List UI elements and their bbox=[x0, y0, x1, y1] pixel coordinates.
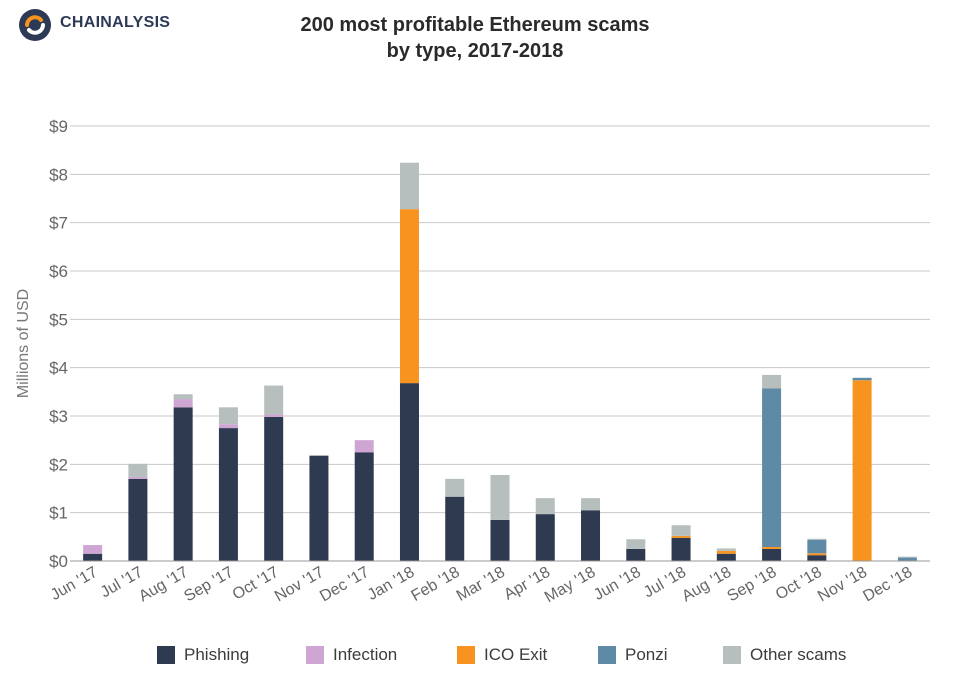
bar-segment-other-scams bbox=[445, 478, 465, 497]
legend-label: Ponzi bbox=[625, 645, 668, 664]
y-tick-label: $8 bbox=[49, 165, 68, 184]
bar-segment-phishing bbox=[626, 548, 646, 561]
bar-segment-other-scams bbox=[762, 374, 782, 389]
legend-item: Other scams bbox=[723, 645, 846, 665]
legend-label: Phishing bbox=[184, 645, 250, 664]
x-tick-label: Feb '18 bbox=[408, 564, 462, 605]
x-tick-label: Sep '18 bbox=[725, 564, 780, 606]
brand-name: CHAINALYSIS bbox=[60, 14, 171, 31]
bar-segment-phishing bbox=[671, 537, 691, 561]
legend-swatch bbox=[723, 646, 741, 664]
bar-segment-phishing bbox=[762, 548, 782, 561]
x-tick-label: May '18 bbox=[542, 564, 599, 607]
bar-segment-other-scams bbox=[218, 407, 238, 425]
bar-segment-infection bbox=[354, 440, 374, 453]
y-tick-label: $5 bbox=[49, 310, 68, 329]
x-tick-label: Dec '17 bbox=[317, 564, 372, 606]
bar-segment-other-scams bbox=[173, 394, 193, 400]
y-tick-label: $0 bbox=[49, 552, 68, 571]
y-tick-label: $1 bbox=[49, 504, 68, 523]
bar-segment-ponzi bbox=[762, 388, 782, 547]
bar-segment-ponzi bbox=[852, 377, 872, 381]
bar-segment-infection bbox=[218, 424, 238, 429]
stacked-bar-chart: $0 $1 $2 $3 $4 $5 $6 $7 $8 $9 Millions of USD Jun '… bbox=[15, 117, 930, 607]
x-tick-label: Aug '18 bbox=[679, 564, 734, 606]
bar-segment-phishing bbox=[173, 407, 193, 561]
legend-swatch bbox=[306, 646, 324, 664]
bar-segment-infection bbox=[264, 414, 284, 417]
bar-segment-ponzi bbox=[897, 557, 917, 561]
y-tick-label: $4 bbox=[49, 359, 68, 378]
bar-segment-other-scams bbox=[626, 539, 646, 549]
bar-segment-other-scams bbox=[399, 162, 419, 210]
x-tick-label: Mar '18 bbox=[454, 564, 508, 605]
x-tick-label: Oct '18 bbox=[773, 564, 825, 604]
chart-legend: Phishing Infection ICO Exit Ponzi Other scam… bbox=[0, 645, 954, 669]
bar-segment-infection bbox=[128, 476, 148, 479]
chainalysis-logo: CHAINALYSIS bbox=[18, 8, 208, 41]
x-tick-label: Jan '18 bbox=[365, 564, 418, 604]
bar-segment-ponzi bbox=[807, 539, 827, 554]
y-tick-label: $3 bbox=[49, 407, 68, 426]
bar-segment-phishing bbox=[716, 553, 736, 561]
bar-segment-phishing bbox=[490, 519, 510, 561]
legend-swatch bbox=[457, 646, 475, 664]
x-tick-label: Nov '18 bbox=[815, 564, 870, 606]
bar-segment-other-scams bbox=[581, 498, 601, 511]
x-tick-label: Nov '17 bbox=[272, 564, 327, 606]
bar-segment-phishing bbox=[309, 455, 329, 561]
x-tick-label: Jun '18 bbox=[591, 564, 644, 604]
bar-segment-other-scams bbox=[128, 463, 148, 477]
chart-title-line-1: 200 most profitable Ethereum scams bbox=[300, 14, 650, 36]
bar-segment-phishing bbox=[354, 452, 374, 561]
bar-segment-infection bbox=[83, 545, 103, 554]
bar-segment-phishing bbox=[399, 383, 419, 561]
legend-item: ICO Exit bbox=[457, 645, 547, 665]
bar-segment-other-scams bbox=[671, 525, 691, 536]
bar-segment-infection bbox=[173, 399, 193, 408]
chart-title-line-2: by type, 2017-2018 bbox=[386, 40, 564, 62]
bar-segment-phishing bbox=[535, 514, 555, 561]
legend-label: Infection bbox=[333, 645, 398, 664]
bar-segment-other-scams bbox=[264, 385, 284, 415]
bar-segment-phishing bbox=[83, 553, 103, 561]
bar-segment-phishing bbox=[445, 496, 465, 561]
legend-swatch bbox=[157, 646, 175, 664]
bar-segment-other-scams bbox=[535, 498, 555, 515]
x-tick-label: Oct '17 bbox=[230, 564, 282, 604]
y-axis-label: Millions of USD bbox=[15, 289, 32, 398]
bar-segment-other-scams bbox=[490, 474, 510, 520]
bar-segment-ico-exit bbox=[807, 553, 827, 556]
y-tick-label: $6 bbox=[49, 262, 68, 281]
x-tick-label: Aug '17 bbox=[136, 564, 191, 606]
bar-segment-phishing bbox=[581, 510, 601, 561]
bar-segment-ico-exit bbox=[716, 550, 736, 554]
legend-label: ICO Exit bbox=[484, 645, 548, 664]
legend-item: Phishing bbox=[157, 645, 249, 665]
chainalysis-logo-icon bbox=[19, 9, 51, 41]
legend-label: Other scams bbox=[750, 645, 847, 664]
bar-segment-phishing bbox=[128, 478, 148, 561]
x-tick-label: Sep '17 bbox=[181, 564, 236, 606]
x-tick-label: Dec '18 bbox=[860, 564, 915, 606]
bar-segment-ico-exit bbox=[852, 380, 872, 561]
y-tick-label: $9 bbox=[49, 117, 68, 136]
bar-segment-phishing bbox=[218, 428, 238, 561]
bar-segment-ico-exit bbox=[762, 546, 782, 549]
legend-item: Infection bbox=[306, 645, 397, 665]
legend-item: Ponzi bbox=[598, 645, 668, 665]
bar-segment-other-scams bbox=[716, 548, 736, 551]
legend-swatch bbox=[598, 646, 616, 664]
bar-segment-phishing bbox=[264, 416, 284, 561]
bar-segment-ico-exit bbox=[399, 209, 419, 384]
y-tick-label: $7 bbox=[49, 214, 68, 233]
bar-segment-other-scams bbox=[807, 538, 827, 540]
bar-segment-ico-exit bbox=[671, 535, 691, 538]
y-tick-label: $2 bbox=[49, 455, 68, 474]
chart-title: 200 most profitable Ethereum scams by ty… bbox=[230, 12, 720, 64]
bar-segment-phishing bbox=[807, 555, 827, 561]
bar-segment-other-scams bbox=[897, 556, 917, 558]
